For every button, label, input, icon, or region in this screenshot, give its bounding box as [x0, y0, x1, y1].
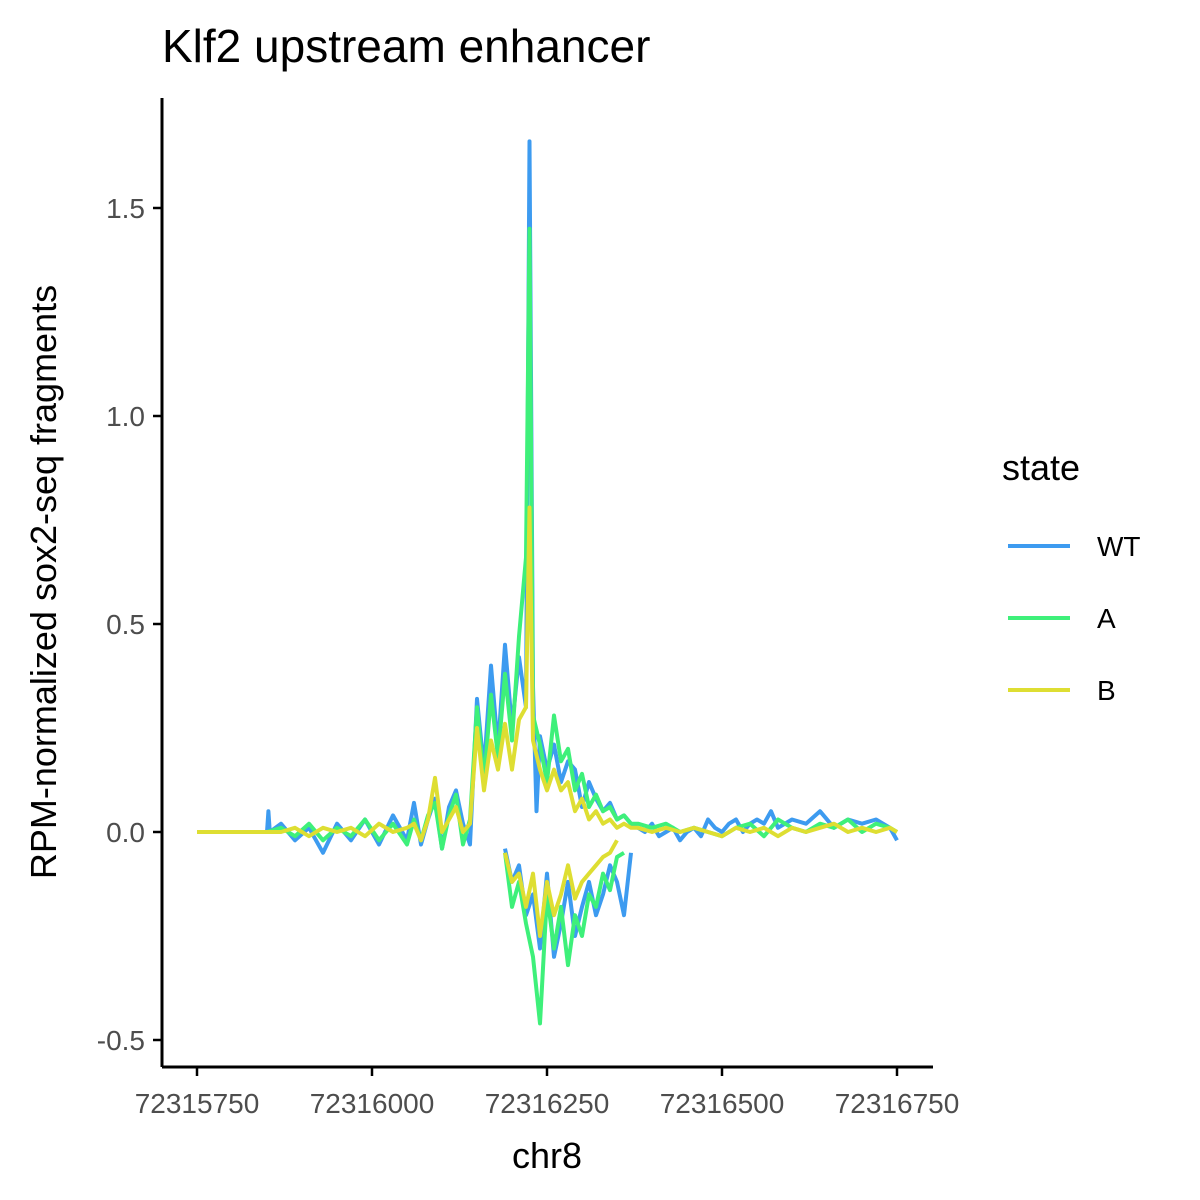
y-tick-label: -0.5 — [97, 1025, 145, 1056]
y-tick-label: 0.5 — [106, 609, 145, 640]
x-tick-label: 72316750 — [835, 1088, 960, 1119]
x-tick-label: 72316500 — [660, 1088, 785, 1119]
x-axis-ticks: 72315750 72316000 72316250 72316500 72316750 — [135, 1067, 960, 1119]
y-tick-label: 1.0 — [106, 401, 145, 432]
legend-label-a: A — [1097, 603, 1116, 634]
legend-title: state — [1002, 447, 1080, 488]
legend-label-b: B — [1097, 675, 1116, 706]
series-line-a-1 — [503, 851, 626, 1026]
y-tick-label: 1.5 — [106, 193, 145, 224]
series-line-b — [197, 505, 899, 843]
x-axis-title: chr8 — [512, 1135, 582, 1176]
legend-label-wt: WT — [1097, 531, 1141, 562]
y-axis-ticks: -0.5 0.0 0.5 1.0 1.5 — [97, 193, 162, 1056]
plot-lines — [197, 139, 899, 1026]
x-tick-label: 72316250 — [485, 1088, 610, 1119]
y-tick-label: 0.0 — [106, 817, 145, 848]
series-line-wt — [197, 139, 899, 855]
x-tick-label: 72316000 — [310, 1088, 435, 1119]
series-line-b-1 — [503, 839, 619, 938]
chart-title: Klf2 upstream enhancer — [162, 20, 650, 72]
y-axis-title: RPM-normalized sox2-seq fragments — [23, 285, 64, 879]
x-tick-label: 72315750 — [135, 1088, 260, 1119]
legend: state WT A B — [1002, 447, 1141, 706]
legend-items: WT A B — [1008, 531, 1141, 706]
series-line-a — [197, 226, 899, 851]
